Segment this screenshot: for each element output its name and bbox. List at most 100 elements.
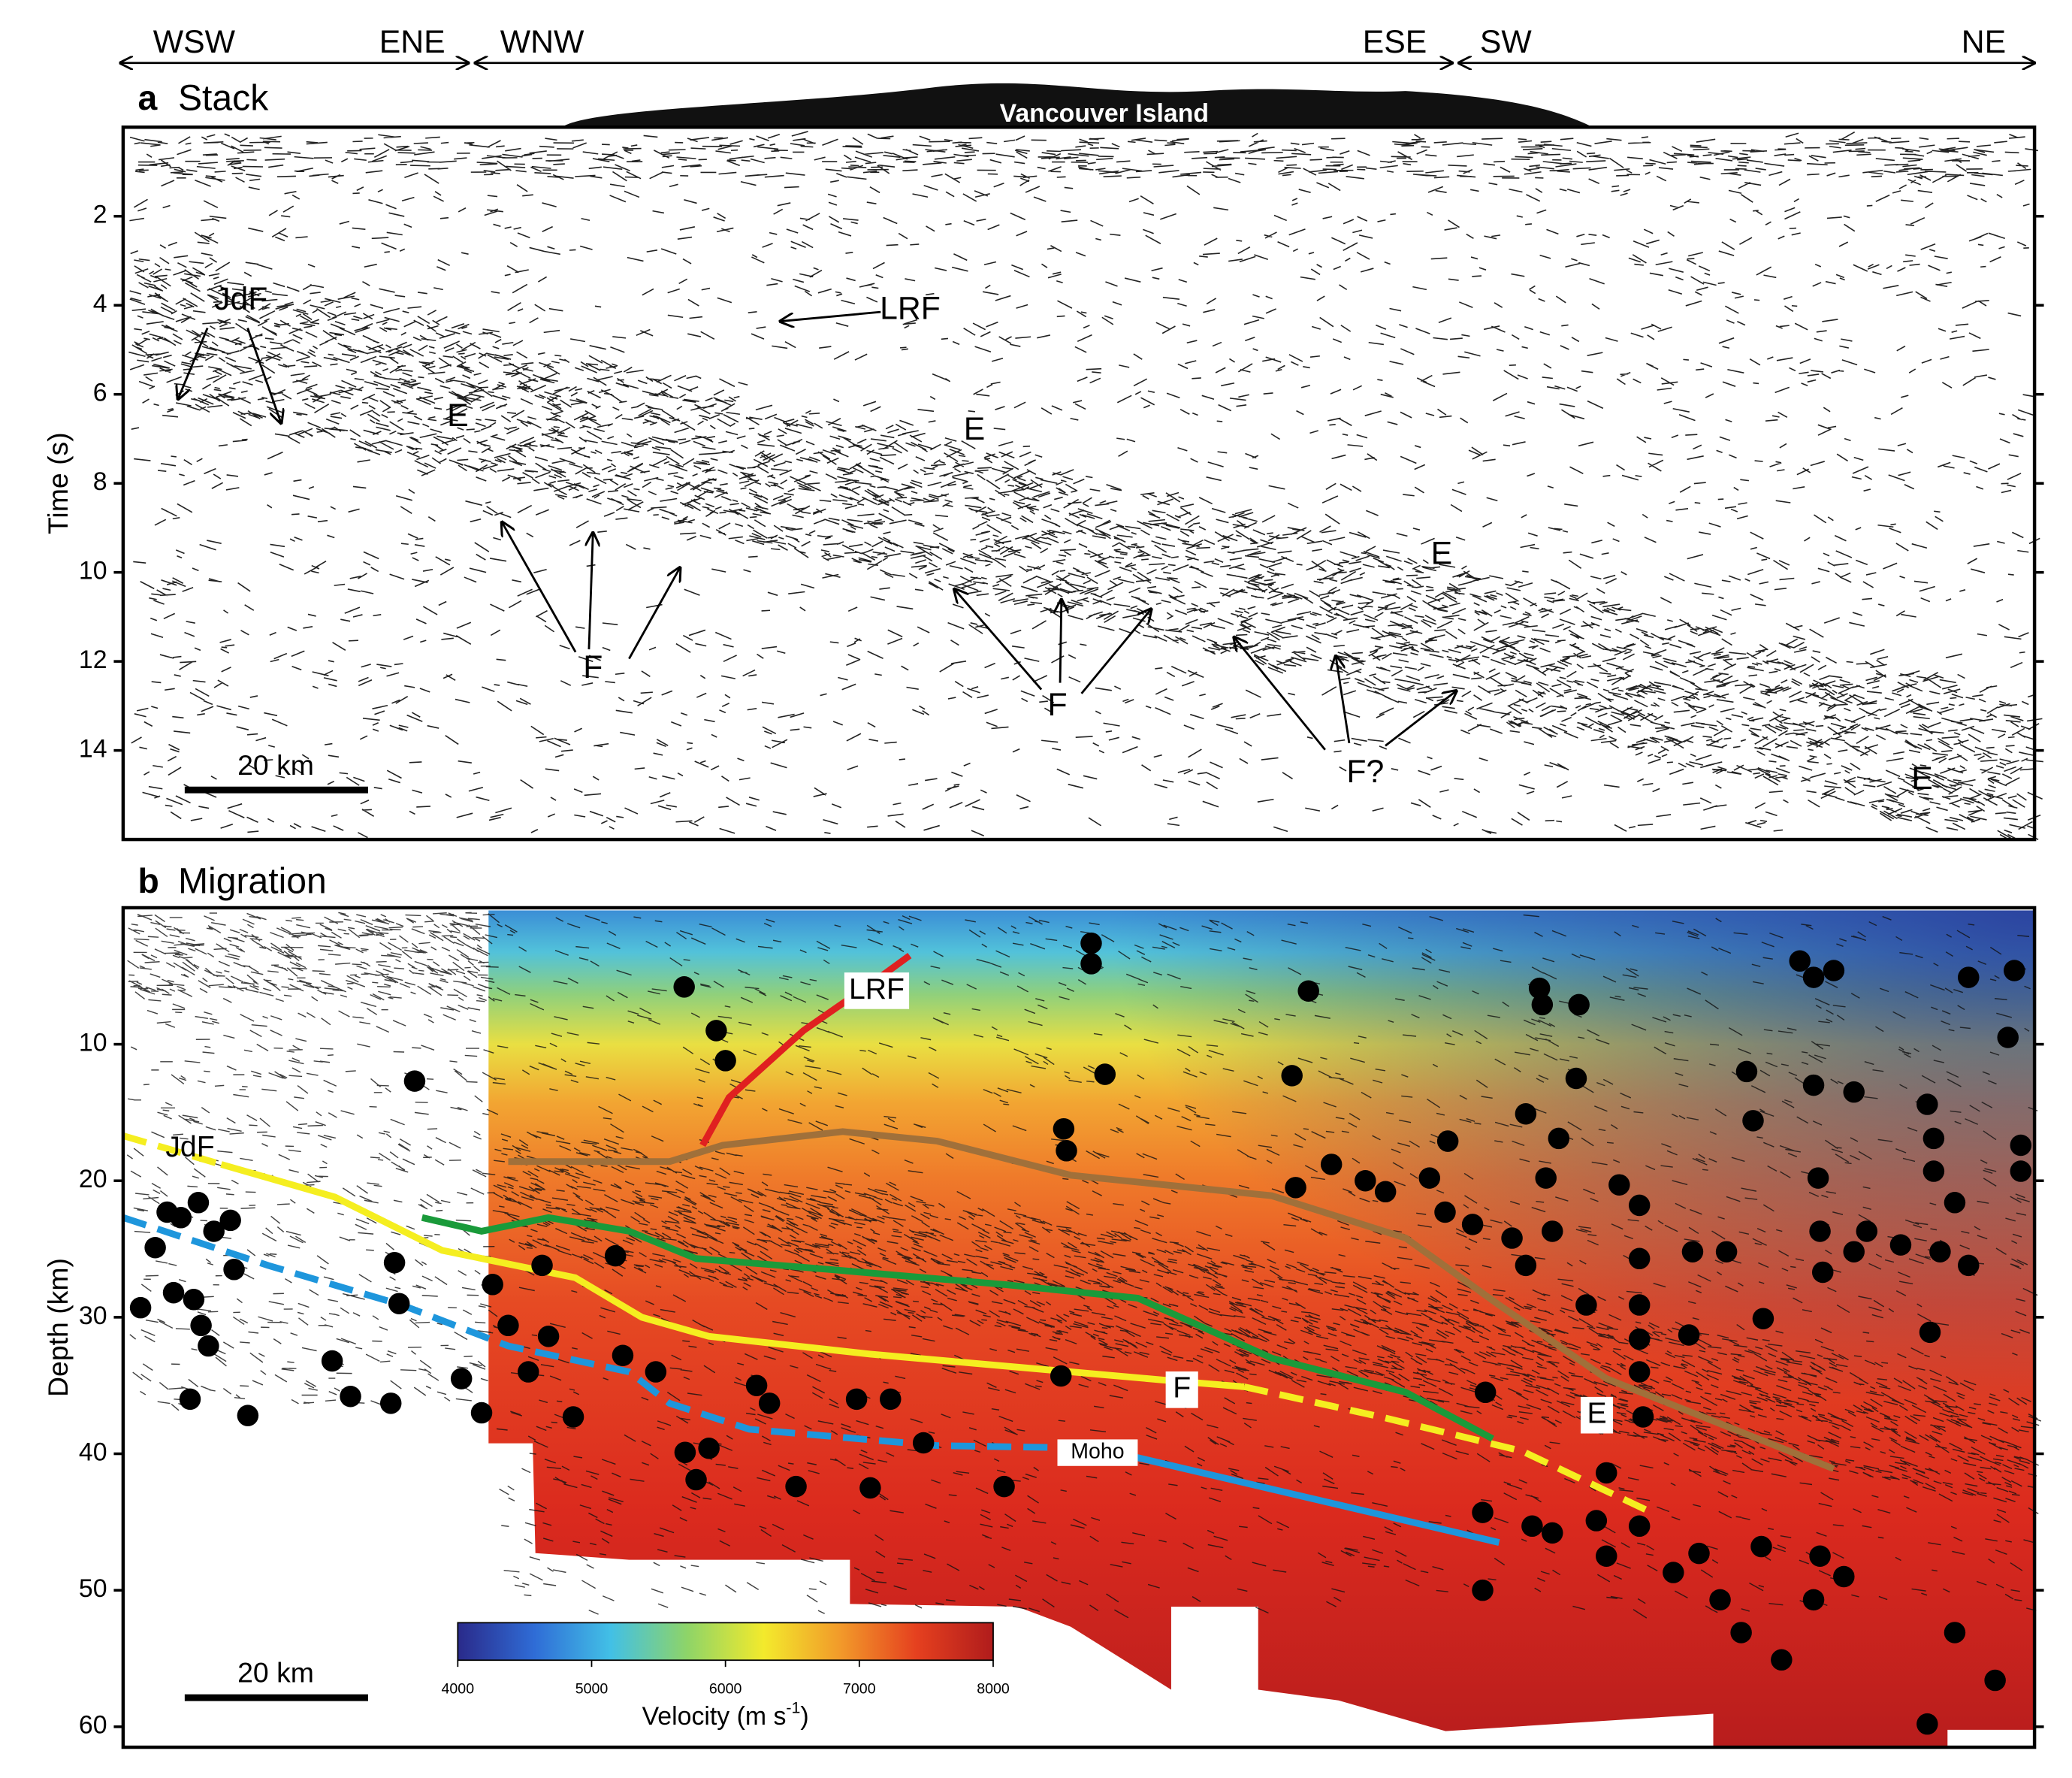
hypocenter [1771,1649,1793,1671]
y-tick-label: 50 [79,1574,107,1603]
hypocenter [745,1374,768,1396]
annotation-arrow [246,328,282,423]
hypocenter [183,1289,205,1311]
hypocenter [1750,1535,1772,1558]
hypocenter [1568,993,1590,1016]
direction-label: WSW [153,24,236,60]
hypocenter [714,1050,736,1072]
annotation-box [844,972,910,1009]
hypocenter [2010,1134,2032,1157]
hypocenter [1094,1063,1116,1085]
y-tick-label: 2 [93,201,107,229]
hypocenter [1715,1241,1738,1262]
y-tick-label: 14 [79,735,107,764]
hypocenter [1418,1167,1441,1189]
panel-title: Migration [178,861,327,902]
hypocenter [219,1209,241,1232]
seismic-texture [128,131,2043,840]
hypocenter [1916,1093,1938,1115]
colorbar-tick-label: 8000 [977,1681,1010,1698]
annotation-arrow [1336,656,1351,744]
y-tick-label: 30 [79,1302,107,1330]
annotation-arrow [954,589,1043,691]
hypocenter [1916,1713,1938,1735]
hypocenter [1374,1181,1397,1203]
hypocenter [1632,1406,1654,1428]
hypocenter [1944,1622,1966,1643]
hypocenter [1320,1154,1343,1175]
hypocenter [1285,1177,1306,1199]
hypocenter [1833,1565,1855,1588]
hypocenter [198,1335,219,1357]
hypocenter [1735,1060,1758,1083]
annotation-box [1057,1439,1138,1466]
colorbar-tick-label: 6000 [709,1681,742,1698]
hypocenter [1807,1167,1829,1189]
hypocenter [1472,1579,1494,1601]
hypocenter [1628,1247,1651,1270]
annotation-arrow [1060,600,1062,683]
hypocenter [1809,1545,1831,1568]
hypocenter [170,1207,192,1229]
hypocenter [1596,1462,1617,1484]
hypocenter [1515,1254,1537,1277]
hypocenter [604,1244,627,1267]
annotation: F [1173,1372,1191,1405]
hypocenter [470,1402,493,1424]
colorbar-label: Velocity (m s-1) [642,1698,809,1731]
hypocenter [1663,1562,1684,1583]
hypocenter [1565,1067,1587,1090]
annotation-arrow [781,310,881,321]
hypocenter [403,1070,426,1092]
annotation: E [964,411,986,447]
hypocenter [1944,1192,1966,1214]
y-tick-label: 20 [79,1165,107,1193]
hypocenter [1474,1381,1497,1404]
hypocenter [1811,1261,1834,1284]
hypocenter [531,1254,553,1277]
annotation: E [1911,760,1933,797]
hypocenter [1080,953,1102,975]
panel-letter: a [138,78,159,117]
hypocenter [912,1432,935,1454]
hypocenter [1997,1027,2019,1048]
hypocenter [388,1293,410,1314]
hypocenter [340,1385,361,1408]
annotation-box [1165,1371,1198,1408]
hypocenter [674,1441,696,1463]
hypocenter [1628,1515,1651,1538]
hypocenter [1548,1127,1570,1150]
hypocenter [162,1281,185,1304]
hypocenter [1056,1140,1077,1162]
annotation: F [583,649,603,685]
hypocenter [1929,1241,1951,1262]
hypocenter [1528,977,1551,999]
y-axis-label: Time (s) [42,432,74,534]
colorbar-label-part: Velocity (m s [642,1702,787,1731]
panel-background [122,127,2035,840]
annotation: F [1047,687,1067,723]
direction-label: ENE [379,24,446,60]
y-tick-label: 6 [93,379,107,407]
hypocenter [2004,960,2025,981]
hypocenter [859,1477,881,1499]
hypocenter [1515,1102,1537,1125]
annotation-arrow [502,522,577,653]
scale-bar-label: 20 km [237,1657,314,1689]
hypocenter [1521,1515,1543,1538]
hypocenter [144,1236,166,1259]
annotation-arrow [1385,691,1456,747]
figure-body: Vancouver Island WSW ENE WNW ESE SW NE a Stack 2… [42,24,2044,1749]
colorbar-tick-label: 4000 [442,1681,475,1698]
annotation: E [1431,536,1453,572]
annotation-arrow [178,327,209,399]
hypocenter [1802,966,1825,988]
interpretation-line [421,1214,1494,1442]
interpretation-line [122,1132,222,1168]
annotation: LRF [880,291,941,327]
hypocenter [1628,1361,1651,1383]
hypocenter [1585,1510,1608,1532]
hypocenter [673,976,695,998]
hypocenter [685,1468,707,1491]
hypocenter [383,1251,406,1274]
